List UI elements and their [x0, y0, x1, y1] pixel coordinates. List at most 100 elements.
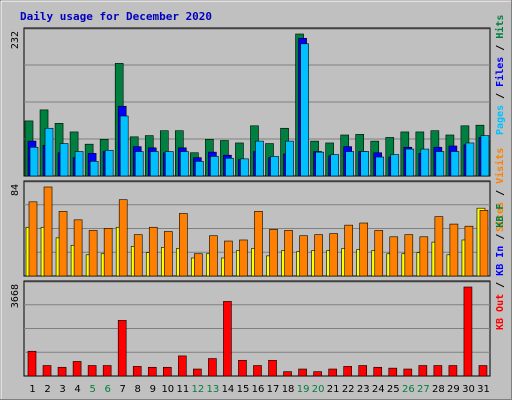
bar-pages-day-12 — [195, 161, 204, 177]
day-label: 14 — [222, 384, 235, 395]
bar-sites-day-14 — [224, 240, 233, 277]
bar-pages-day-13 — [210, 156, 219, 177]
bar-pages-day-9 — [149, 151, 159, 177]
day-label: 4 — [74, 384, 80, 395]
bar-sites-day-28 — [434, 216, 444, 277]
bar-pages-day-16 — [255, 140, 264, 177]
legend-item-hits: Hits — [494, 15, 506, 39]
day-label: 5 — [89, 384, 95, 395]
day-label: 21 — [327, 384, 340, 395]
y-max-label: 84 — [10, 184, 21, 196]
bar-sites-day-20 — [314, 234, 323, 277]
bar-sites-day-31 — [479, 210, 489, 277]
bar-sites-day-8 — [133, 234, 143, 277]
bar-sites-day-12 — [194, 253, 203, 277]
bar-sites-day-22 — [344, 224, 353, 277]
chart-title: Daily usage for December 2020 — [20, 10, 212, 23]
bar-sites-day-27 — [419, 236, 429, 277]
bar-kb-out-day-30 — [463, 286, 473, 377]
bar-pages-day-19 — [300, 43, 309, 177]
bar-sites-day-7 — [118, 199, 128, 277]
bar-kb-out-day-2 — [42, 365, 52, 377]
day-label: 16 — [252, 384, 265, 395]
day-label: 17 — [267, 384, 280, 395]
bar-pages-day-1 — [29, 146, 39, 177]
bar-pages-day-8 — [134, 151, 144, 177]
day-label: 18 — [282, 384, 295, 395]
bar-pages-day-4 — [74, 151, 84, 177]
bar-pages-day-20 — [315, 151, 324, 177]
bar-sites-day-10 — [163, 231, 173, 277]
bar-pages-day-14 — [225, 157, 234, 177]
legend-separator: / — [495, 39, 506, 57]
bar-pages-day-7 — [119, 115, 129, 177]
bar-sites-day-1 — [28, 201, 38, 277]
bar-kb-out-day-23 — [358, 365, 368, 377]
day-label: 12 — [192, 384, 205, 395]
bar-sites-day-5 — [88, 230, 98, 277]
bar-kb-out-day-19 — [298, 368, 307, 377]
bar-sites-day-26 — [404, 234, 414, 277]
bar-kb-out-day-1 — [27, 350, 37, 377]
bar-pages-day-5 — [89, 161, 99, 177]
day-label: 10 — [161, 384, 174, 395]
bar-pages-day-2 — [44, 127, 54, 177]
bar-kb-out-day-4 — [72, 361, 82, 377]
series-pages — [29, 43, 490, 177]
legend-item-kb-out: KB Out — [495, 294, 506, 330]
day-label: 7 — [120, 384, 126, 395]
bar-kb-out-day-10 — [162, 366, 172, 377]
bar-kb-out-day-20 — [313, 371, 322, 377]
day-label: 6 — [104, 384, 110, 395]
bar-kb-out-day-13 — [208, 358, 217, 377]
bar-kb-out-day-31 — [478, 365, 488, 377]
bar-kb-out-day-5 — [87, 365, 97, 377]
day-label: 9 — [150, 384, 156, 395]
bar-kb-out-day-17 — [268, 359, 277, 377]
bar-kb-out-day-22 — [343, 366, 352, 377]
day-label: 23 — [357, 384, 370, 395]
day-label: 2 — [44, 384, 50, 395]
legend-item-sites: Sites — [494, 202, 506, 232]
y-max-label: 232 — [10, 31, 21, 49]
bar-kb-out-day-29 — [448, 365, 458, 377]
bar-kb-out-day-28 — [433, 365, 443, 377]
bar-sites-day-15 — [239, 239, 248, 277]
bar-pages-day-27 — [420, 148, 430, 177]
day-label: 26 — [402, 384, 415, 395]
day-label: 29 — [447, 384, 460, 395]
bar-sites-day-17 — [269, 229, 278, 277]
bar-pages-day-3 — [59, 143, 69, 177]
legend-kbytes: KB Out / KB In / KB F — [495, 204, 506, 330]
day-label: 27 — [417, 384, 430, 395]
bar-sites-day-11 — [179, 213, 188, 277]
bar-sites-day-30 — [464, 225, 474, 277]
bar-kb-out-day-21 — [328, 368, 337, 377]
bar-sites-day-13 — [209, 235, 218, 277]
bar-sites-day-19 — [299, 235, 308, 277]
legend-visits-sites: Sites / Visits — [494, 148, 506, 232]
bar-sites-day-2 — [43, 186, 53, 277]
bar-sites-day-24 — [374, 230, 384, 277]
day-label: 8 — [135, 384, 141, 395]
day-label: 24 — [372, 384, 385, 395]
bar-kb-out-day-12 — [193, 368, 202, 377]
bar-sites-day-18 — [284, 230, 293, 277]
bar-pages-day-24 — [375, 156, 385, 177]
day-label: 3 — [59, 384, 65, 395]
series-kb-out — [27, 286, 488, 377]
bar-kb-out-day-27 — [418, 365, 428, 377]
bar-kb-out-day-14 — [223, 301, 232, 377]
legend-separator: / — [495, 87, 506, 105]
bar-pages-day-23 — [360, 151, 370, 177]
bar-pages-day-28 — [435, 151, 445, 177]
day-label: 15 — [237, 384, 250, 395]
bar-pages-day-29 — [450, 151, 460, 177]
day-label: 19 — [297, 384, 310, 395]
day-label: 30 — [462, 384, 475, 395]
day-label: 11 — [176, 384, 189, 395]
bar-sites-day-9 — [148, 226, 158, 277]
bar-sites-day-6 — [103, 228, 113, 277]
bar-pages-day-22 — [345, 151, 354, 177]
bar-sites-day-23 — [359, 222, 369, 277]
